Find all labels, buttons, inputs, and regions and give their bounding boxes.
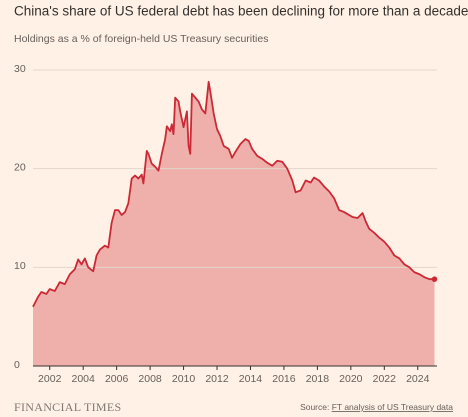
x-tick-label: 2010 [172,373,196,385]
x-tick-label: 2024 [406,373,430,385]
y-tick-label: 0 [14,359,20,371]
source-link[interactable]: FT analysis of US Treasury data [332,402,454,412]
brand: FINANCIAL TIMES [14,400,122,414]
source: Source: FT analysis of US Treasury data [300,402,453,412]
x-tick-label: 2020 [339,373,363,385]
end-marker [431,276,438,282]
plot-area: 0 10 20 30 2002 2004 2006 2008 2010 2012 2014 2016 2… [14,63,438,385]
x-tick-label: 2006 [105,373,129,385]
source-label: Source: [300,402,329,412]
x-tick-label: 2014 [239,373,263,385]
y-tick-label: 10 [14,260,26,272]
x-tick-label: 2008 [138,373,162,385]
y-tick-label: 30 [14,63,26,75]
chart-title: China's share of US federal debt has bee… [14,4,468,19]
x-tick-label: 2012 [205,373,229,385]
x-tick-label: 2004 [72,373,96,385]
x-tick-label: 2022 [373,373,397,385]
x-tick-label: 2016 [272,373,296,385]
line [32,80,435,308]
x-tick-label: 2002 [38,373,62,385]
y-tick-label: 20 [14,161,26,173]
x-tick-label: 2018 [306,373,330,385]
area [33,81,435,366]
chart-subtitle: Holdings as a % of foreign-held US Treas… [14,33,268,45]
